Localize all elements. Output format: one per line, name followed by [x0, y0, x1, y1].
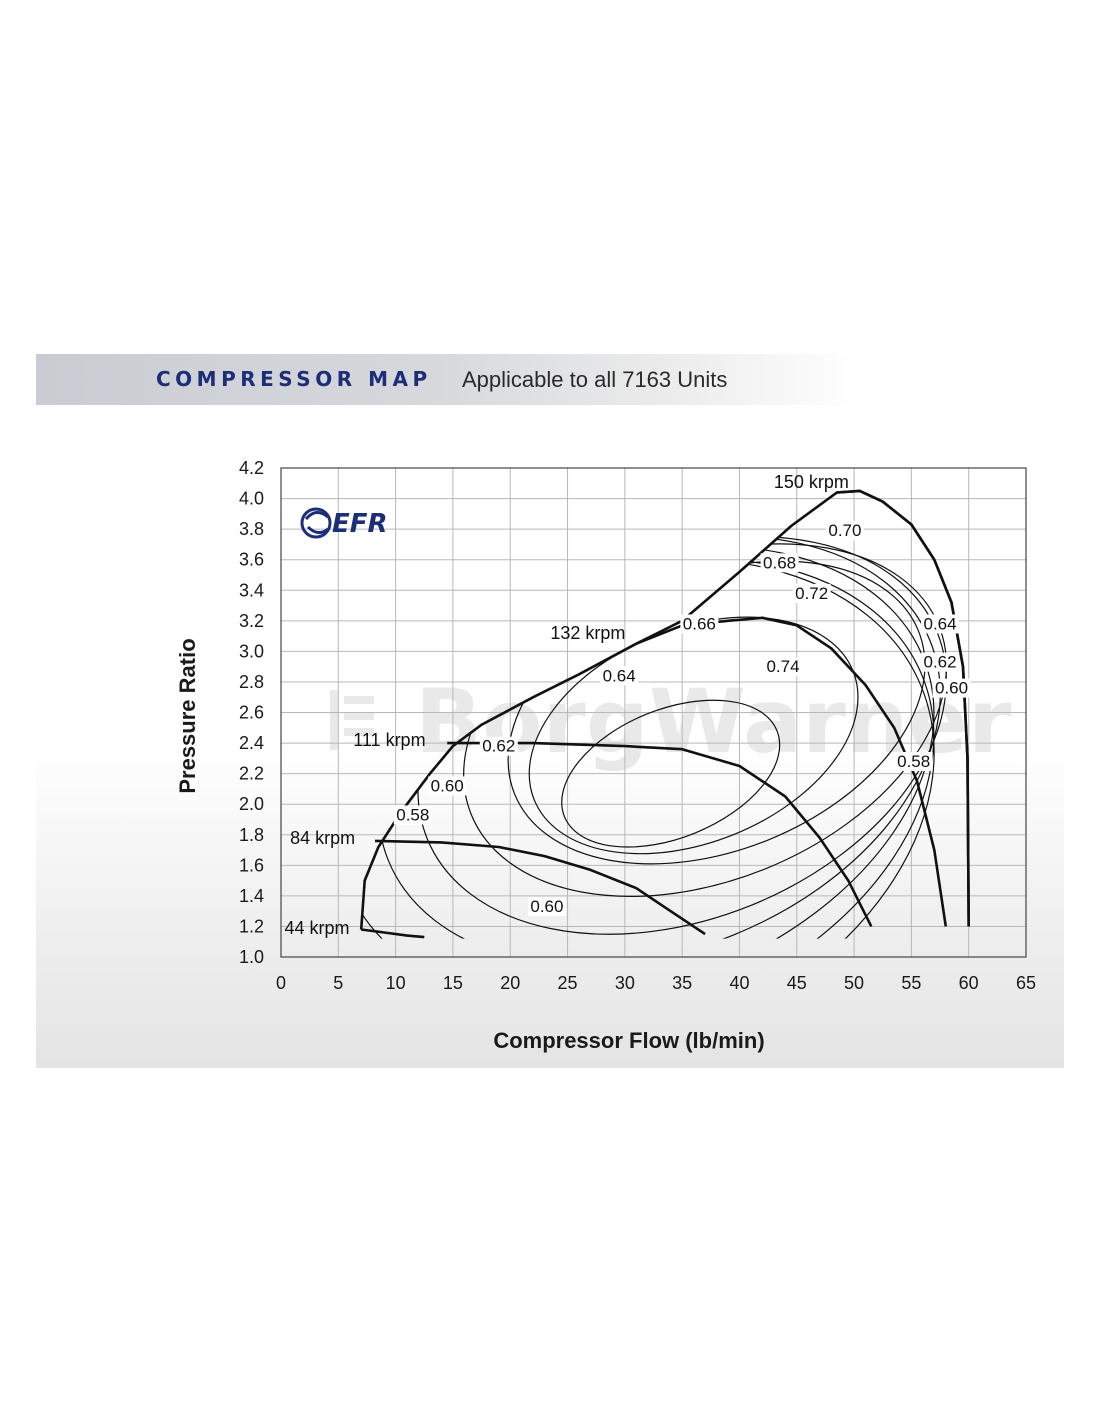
efficiency-label-text: 0.62 [482, 737, 515, 756]
efficiency-label: 0.62 [921, 652, 960, 672]
x-tick-label: 40 [729, 973, 749, 993]
speed-label: 111 krpm [353, 730, 425, 750]
x-tick-label: 5 [333, 973, 343, 993]
x-tick-label: 50 [844, 973, 864, 993]
speed-label: 132 krpm [550, 623, 625, 643]
y-axis-ticks: 1.0 1.2 1.4 1.6 1.8 2.0 2.2 2.4 2.6 2.8 3.0 3.2 3.4 3… [239, 458, 264, 967]
efr-logo-text: EFR [332, 509, 388, 539]
efficiency-label-text: 0.58 [897, 752, 930, 771]
efficiency-label: 0.74 [764, 657, 803, 677]
x-tick-label: 15 [443, 973, 463, 993]
x-tick-label: 55 [901, 973, 921, 993]
efficiency-label-text: 0.74 [766, 657, 799, 676]
x-tick-label: 45 [787, 973, 807, 993]
efficiency-label-text: 0.58 [396, 805, 429, 824]
x-tick-label: 0 [276, 973, 286, 993]
y-tick-label: 4.0 [239, 489, 264, 509]
y-tick-label: 1.8 [239, 825, 264, 845]
efficiency-label-text: 0.62 [923, 653, 956, 672]
y-tick-label: 2.6 [239, 703, 264, 723]
efficiency-label-text: 0.72 [795, 584, 828, 603]
speed-line [374, 839, 706, 936]
efficiency-label-text: 0.68 [763, 553, 796, 572]
x-tick-label: 10 [386, 973, 406, 993]
efficiency-label: 0.60 [527, 897, 566, 917]
y-tick-label: 3.0 [239, 641, 264, 661]
y-tick-label: 3.8 [239, 519, 264, 539]
efficiency-label: 0.64 [921, 614, 960, 634]
y-tick-label: 2.2 [239, 764, 264, 784]
efficiency-label-text: 0.60 [935, 679, 968, 698]
efficiency-label: 0.66 [680, 614, 719, 634]
y-tick-label: 3.6 [239, 550, 264, 570]
efficiency-label-text: 0.64 [603, 666, 636, 685]
y-tick-label: 2.4 [239, 733, 264, 753]
y-axis-title: Pressure Ratio [175, 638, 200, 793]
x-tick-label: 35 [672, 973, 692, 993]
efficiency-contour [561, 699, 781, 848]
efficiency-label-text: 0.70 [828, 521, 861, 540]
efficiency-label-text: 0.60 [530, 897, 563, 916]
speed-line [447, 741, 873, 927]
x-axis-ticks: 0 5 10 15 20 25 30 35 40 45 50 55 60 65 [276, 973, 1036, 993]
x-axis-title: Compressor Flow (lb/min) [493, 1028, 764, 1053]
efficiency-label: 0.58 [894, 751, 933, 771]
x-tick-label: 30 [615, 973, 635, 993]
page-subtitle: Applicable to all 7163 Units [462, 367, 728, 392]
efficiency-label-text: 0.66 [683, 614, 716, 633]
y-tick-label: 2.0 [239, 794, 264, 814]
efficiency-label: 0.60 [428, 776, 467, 796]
y-tick-label: 2.8 [239, 672, 264, 692]
y-tick-label: 4.2 [239, 458, 264, 478]
y-tick-label: 3.2 [239, 611, 264, 631]
efficiency-label: 0.62 [479, 736, 518, 756]
efficiency-label: 0.60 [932, 678, 971, 698]
x-tick-label: 60 [959, 973, 979, 993]
y-tick-label: 1.6 [239, 855, 264, 875]
page-title: COMPRESSOR MAP [156, 367, 432, 391]
chart-panel [36, 354, 1064, 1068]
speed-label: 150 krpm [774, 472, 849, 492]
y-tick-label: 3.4 [239, 580, 264, 600]
efficiency-label-text: 0.60 [431, 776, 464, 795]
y-tick-label: 1.0 [239, 947, 264, 967]
efficiency-label: 0.68 [760, 553, 799, 573]
efr-logo: EFR [300, 507, 388, 539]
surge-line [359, 489, 970, 930]
efficiency-label: 0.70 [825, 521, 864, 541]
x-tick-label: 25 [558, 973, 578, 993]
header-banner [36, 354, 1064, 405]
plot-frame [280, 467, 1027, 958]
speed-label: 84 krpm [290, 828, 355, 848]
speed-labels: 150 krpm 132 krpm 111 krpm 84 krpm 44 krpm [284, 472, 848, 938]
efficiency-label: 0.72 [792, 583, 831, 603]
efficiency-label: 0.58 [393, 805, 432, 825]
y-tick-label: 1.2 [239, 916, 264, 936]
efficiency-label-text: 0.64 [923, 614, 956, 633]
efficiency-labels: 0.740.720.700.680.660.640.620.600.580.60… [393, 521, 971, 917]
x-tick-label: 20 [500, 973, 520, 993]
speed-label: 44 krpm [284, 918, 349, 938]
x-tick-label: 65 [1016, 973, 1036, 993]
efficiency-label: 0.64 [600, 666, 639, 686]
speed-line [361, 928, 425, 939]
y-tick-label: 1.4 [239, 886, 264, 906]
